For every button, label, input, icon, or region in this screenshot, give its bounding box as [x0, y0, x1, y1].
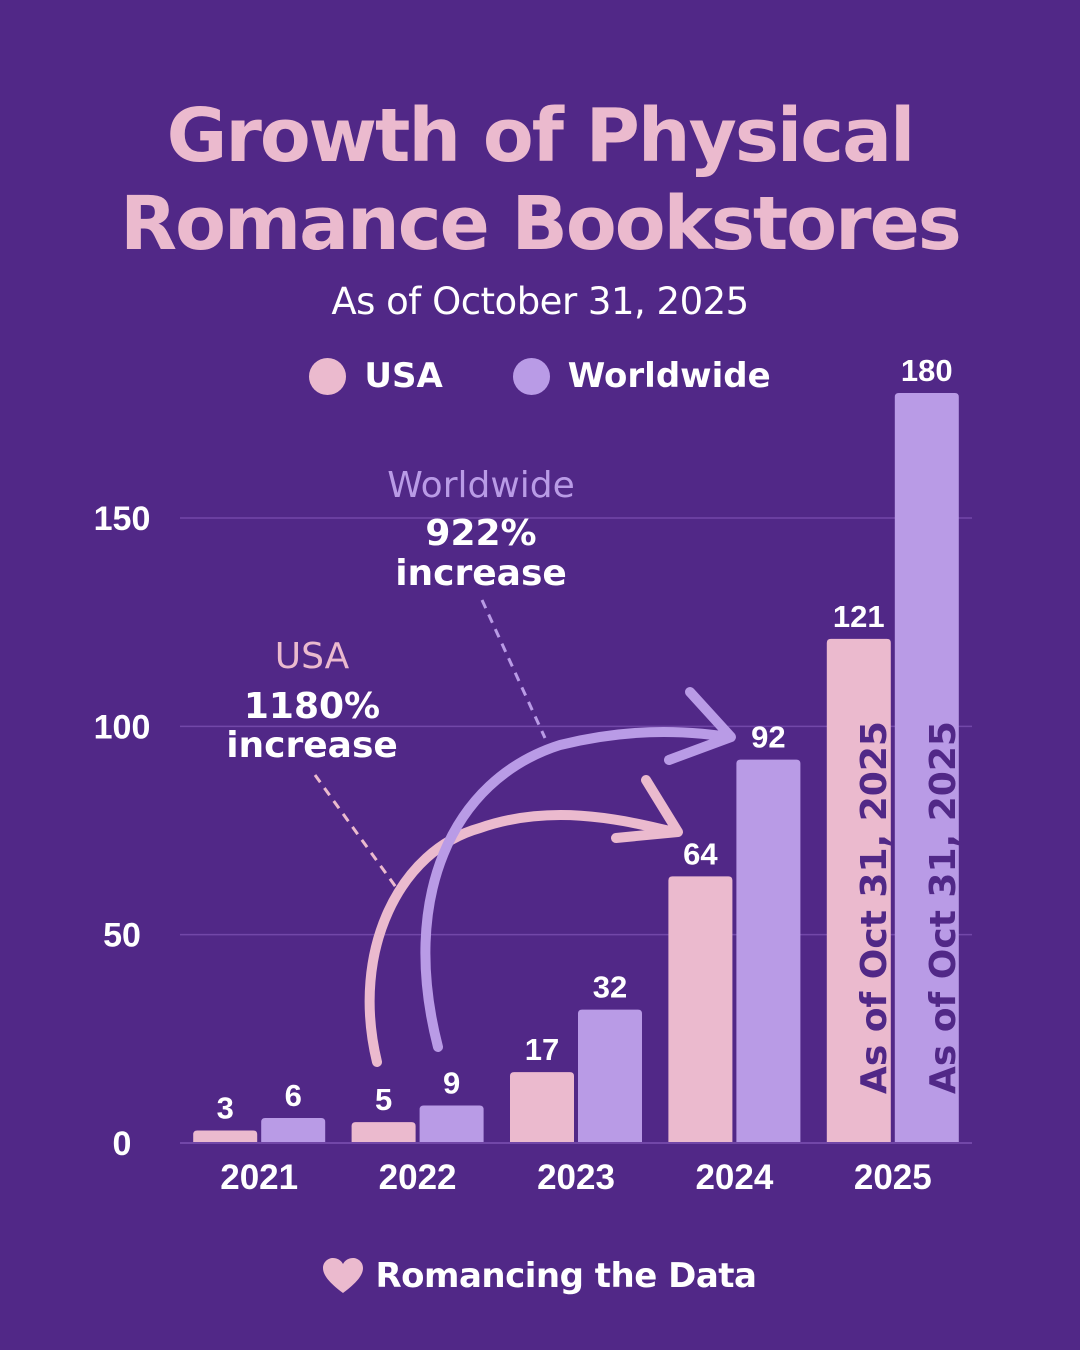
usa-growth-arrow	[364, 810, 680, 1067]
bar-worldwide-2022	[419, 1105, 484, 1143]
legend-label-worldwide: Worldwide	[567, 356, 771, 396]
usa-callout-line	[313, 774, 400, 891]
chart-legend: USA Worldwide	[0, 356, 1080, 396]
y-tick-label: 50	[103, 917, 141, 955]
y-tick-label: 0	[113, 1125, 132, 1163]
legend-item-worldwide: Worldwide	[512, 356, 771, 396]
x-tick-label: 2021	[220, 1158, 298, 1197]
bar-value-label: 17	[525, 1032, 559, 1067]
bar-usa-2024	[668, 876, 733, 1143]
bar-worldwide-2024	[736, 759, 801, 1143]
bar-usa-2025	[826, 638, 891, 1143]
footer: Romancing the Data	[0, 1256, 1080, 1296]
usa-annotation-text: increase	[226, 725, 398, 766]
bar-value-label: 5	[375, 1082, 392, 1117]
worldwide-annotation-value: 922%	[425, 513, 536, 554]
x-tick-label: 2025	[854, 1158, 932, 1197]
usa-arrowhead	[611, 775, 683, 843]
x-tick-label: 2024	[695, 1158, 773, 1197]
x-tick-label: 2022	[379, 1158, 457, 1197]
axes: 0 50 100 150 2021 2022 2023 2024 2025	[94, 500, 972, 1197]
bar-value-label: 64	[683, 836, 718, 871]
legend-swatch-worldwide	[512, 357, 550, 395]
title-line-2: Romance Bookstores	[120, 181, 962, 267]
bar-value-labels: 3 6 5 9 17 32 64 92 121 180	[217, 353, 953, 1126]
bar-value-label: 3	[217, 1091, 234, 1126]
worldwide-annotation-label: Worldwide	[387, 465, 575, 506]
usa-annotation-label: USA	[275, 636, 350, 677]
bar-usa-2023	[510, 1072, 574, 1143]
worldwide-annotation-text: increase	[395, 553, 567, 594]
bar-worldwide-2021	[261, 1118, 326, 1143]
worldwide-2025-bar-note: As of Oct 31, 2025	[923, 721, 964, 1094]
legend-item-usa: USA	[309, 356, 443, 396]
page-title: Growth of Physical Romance Bookstores	[0, 92, 1080, 268]
bar-value-label: 9	[443, 1066, 460, 1101]
title-line-1: Growth of Physical	[166, 93, 916, 179]
usa-annotation: USA 1180% increase	[226, 636, 398, 766]
growth-arrows	[313, 599, 736, 1067]
worldwide-annotation: Worldwide 922% increase	[387, 465, 575, 594]
bars	[193, 393, 959, 1143]
y-tick-label: 150	[94, 500, 151, 538]
worldwide-arrowhead	[664, 687, 736, 765]
page-subtitle: As of October 31, 2025	[331, 280, 749, 323]
usa-annotation-value: 1180%	[244, 686, 380, 727]
footer-brand: Romancing the Data	[375, 1256, 757, 1296]
bar-value-label: 32	[593, 970, 627, 1005]
bar-usa-2021	[193, 1130, 258, 1143]
bar-worldwide-2023	[578, 1009, 642, 1143]
worldwide-growth-arrow	[420, 727, 735, 1052]
legend-label-usa: USA	[364, 356, 443, 396]
heart-icon	[323, 1258, 364, 1293]
legend-swatch-usa	[309, 357, 347, 395]
bar-value-label: 92	[751, 720, 785, 755]
bar-worldwide-2025	[894, 393, 959, 1143]
x-tick-label: 2023	[537, 1158, 615, 1197]
usa-2025-bar-note: As of Oct 31, 2025	[854, 721, 895, 1094]
bar-value-label: 180	[901, 353, 953, 388]
bar-usa-2022	[351, 1122, 416, 1143]
worldwide-callout-line	[480, 599, 547, 739]
bar-value-label: 6	[285, 1078, 302, 1113]
bar-value-label: 121	[833, 599, 885, 634]
y-tick-label: 100	[94, 708, 151, 746]
